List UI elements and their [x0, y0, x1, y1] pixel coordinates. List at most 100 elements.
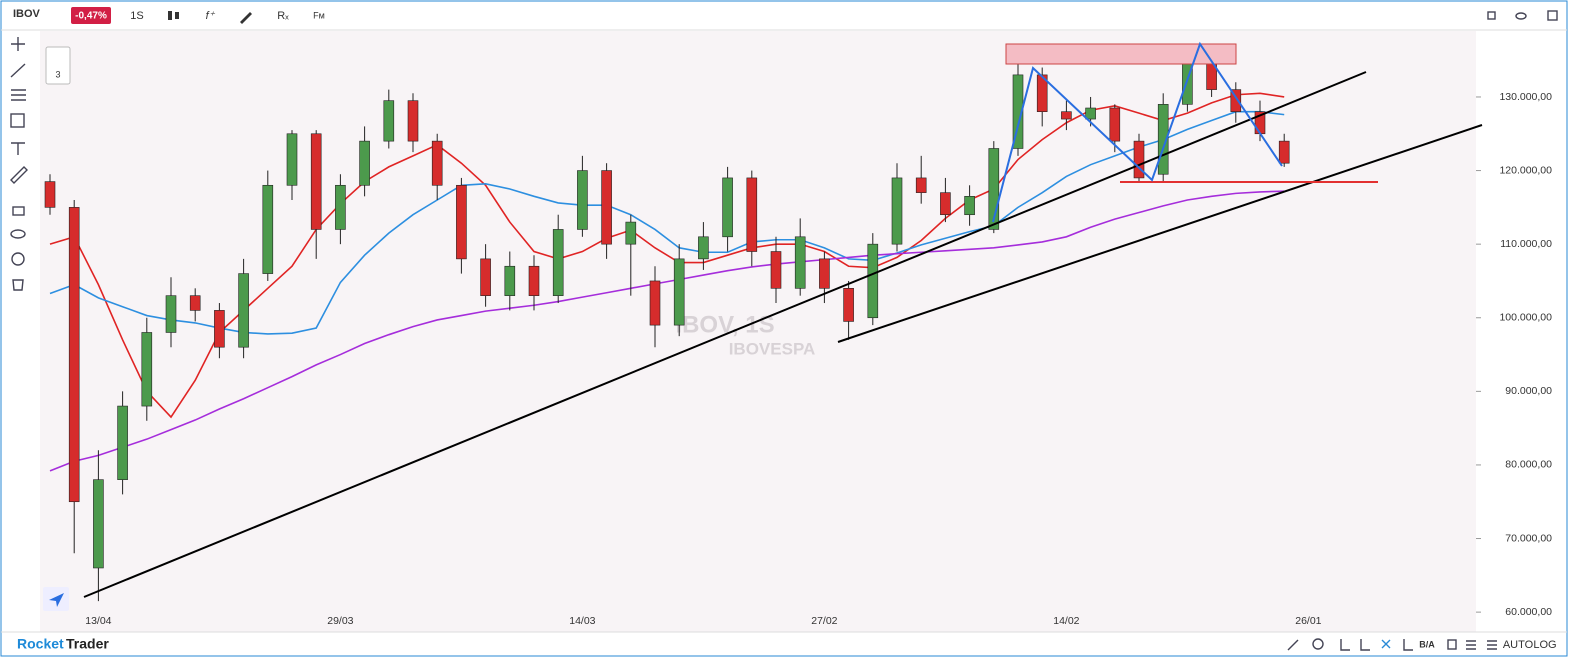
candle-body [335, 184, 346, 230]
candle-body [383, 100, 395, 142]
nav-icon [49, 593, 64, 607]
candle-body [552, 229, 564, 296]
change: -0,47% [75, 11, 107, 22]
candle-body [286, 133, 298, 186]
candle-body [1085, 107, 1096, 120]
panel-button[interactable] [45, 46, 71, 85]
fullscreen-icon[interactable] [1547, 10, 1558, 21]
candle-body [528, 265, 540, 296]
moving-average [49, 92, 1285, 419]
candle-body [117, 405, 128, 480]
plot-area [40, 31, 1476, 632]
symbol[interactable]: IBOV [13, 8, 41, 20]
candle-body [698, 236, 709, 260]
ruler-tool[interactable] [10, 166, 28, 184]
change-badge [71, 7, 111, 24]
ruler-button[interactable] [1287, 639, 1299, 651]
y-tick-label: 130.000,00 [1499, 91, 1552, 103]
trendline [83, 71, 1367, 598]
candle-body [1109, 107, 1121, 142]
shape-tool[interactable] [10, 113, 25, 128]
candle-body [262, 184, 274, 274]
text-tool[interactable] [11, 142, 25, 155]
eye-tool[interactable] [10, 229, 26, 239]
x-tick-label: 29/03 [327, 615, 353, 627]
layout-icon[interactable] [1487, 11, 1496, 20]
candle-body [746, 177, 758, 252]
pattern [992, 41, 1283, 223]
list-button[interactable] [1466, 640, 1476, 650]
candle-body [794, 236, 806, 289]
candle-body [504, 265, 516, 296]
candle-body [214, 310, 225, 348]
link-icon[interactable] [1515, 12, 1527, 20]
y-tick-label: 100.000,00 [1499, 312, 1552, 324]
candle-body [1012, 74, 1024, 149]
candle-body [238, 273, 249, 348]
candle-body [68, 207, 80, 503]
panel-count: 3 [55, 69, 60, 79]
candle-body [601, 170, 612, 245]
candle-body [1157, 104, 1169, 175]
candle-body [141, 332, 153, 407]
help-tool[interactable] [11, 252, 25, 266]
fib-tool[interactable] [11, 89, 26, 101]
line-tool[interactable] [10, 63, 26, 78]
scale-button[interactable] [1403, 639, 1413, 651]
trash-tool[interactable] [12, 279, 24, 291]
x-tick-label: 26/01 [1295, 615, 1321, 627]
x-tick-label: 14/02 [1053, 615, 1079, 627]
book-button[interactable] [1447, 639, 1457, 650]
moving-average [49, 190, 1285, 472]
candle-body [915, 177, 927, 193]
candle-body [988, 148, 1000, 230]
candle-body [867, 243, 879, 319]
candle-body [819, 258, 830, 289]
y-tick-label: 60.000,00 [1505, 606, 1552, 618]
plot: 130.000,00 120.000,00 110.000,00 100.000,00… [44, 45, 1552, 627]
crosshair-tool[interactable] [11, 37, 25, 51]
candle-body [1133, 140, 1145, 179]
rx-icon[interactable]: Rₓ [277, 10, 289, 22]
footer-tools [1287, 638, 1497, 651]
resistance-zone [1005, 43, 1237, 65]
candle-body [1230, 89, 1242, 112]
y-tick-label: 80.000,00 [1505, 459, 1552, 471]
menu-button[interactable] [1487, 640, 1497, 650]
fm-icon[interactable]: Fм [313, 10, 325, 20]
log-button[interactable]: LOG [1533, 639, 1556, 651]
x-tick-label: 27/02 [811, 615, 837, 627]
candle-body [577, 170, 588, 230]
candle-body [964, 196, 975, 216]
y-tick-label: 90.000,00 [1505, 385, 1552, 397]
candle-body [359, 140, 370, 186]
candle-body [407, 100, 419, 142]
candle-icon[interactable] [168, 11, 179, 20]
x-tick-label: 13/04 [85, 615, 111, 627]
bar-button[interactable] [1340, 639, 1350, 651]
interval[interactable]: 1S [130, 10, 143, 22]
cross-button[interactable] [1381, 639, 1391, 649]
candle-body [770, 251, 782, 289]
candle-body [843, 288, 854, 322]
indicator-icon[interactable]: f⁺ [206, 10, 216, 22]
lock-tool[interactable] [12, 206, 25, 216]
brand: Trader [66, 636, 109, 652]
zoom-button[interactable] [1312, 638, 1324, 650]
candle-body [649, 280, 661, 326]
ba-button[interactable]: B/A [1419, 639, 1435, 649]
candle-body [189, 295, 201, 311]
brand: Rocket [17, 636, 64, 652]
candle-body [310, 133, 322, 230]
y-tick-label: 70.000,00 [1505, 532, 1552, 544]
candle-body [722, 177, 733, 238]
auto-button[interactable]: AUTO [1503, 639, 1534, 651]
candle-body [1061, 111, 1072, 120]
left-tools [10, 37, 28, 291]
candle-body [431, 140, 443, 186]
line-button[interactable] [1360, 639, 1370, 651]
draw-icon[interactable] [240, 12, 252, 24]
candle-body [891, 177, 903, 245]
